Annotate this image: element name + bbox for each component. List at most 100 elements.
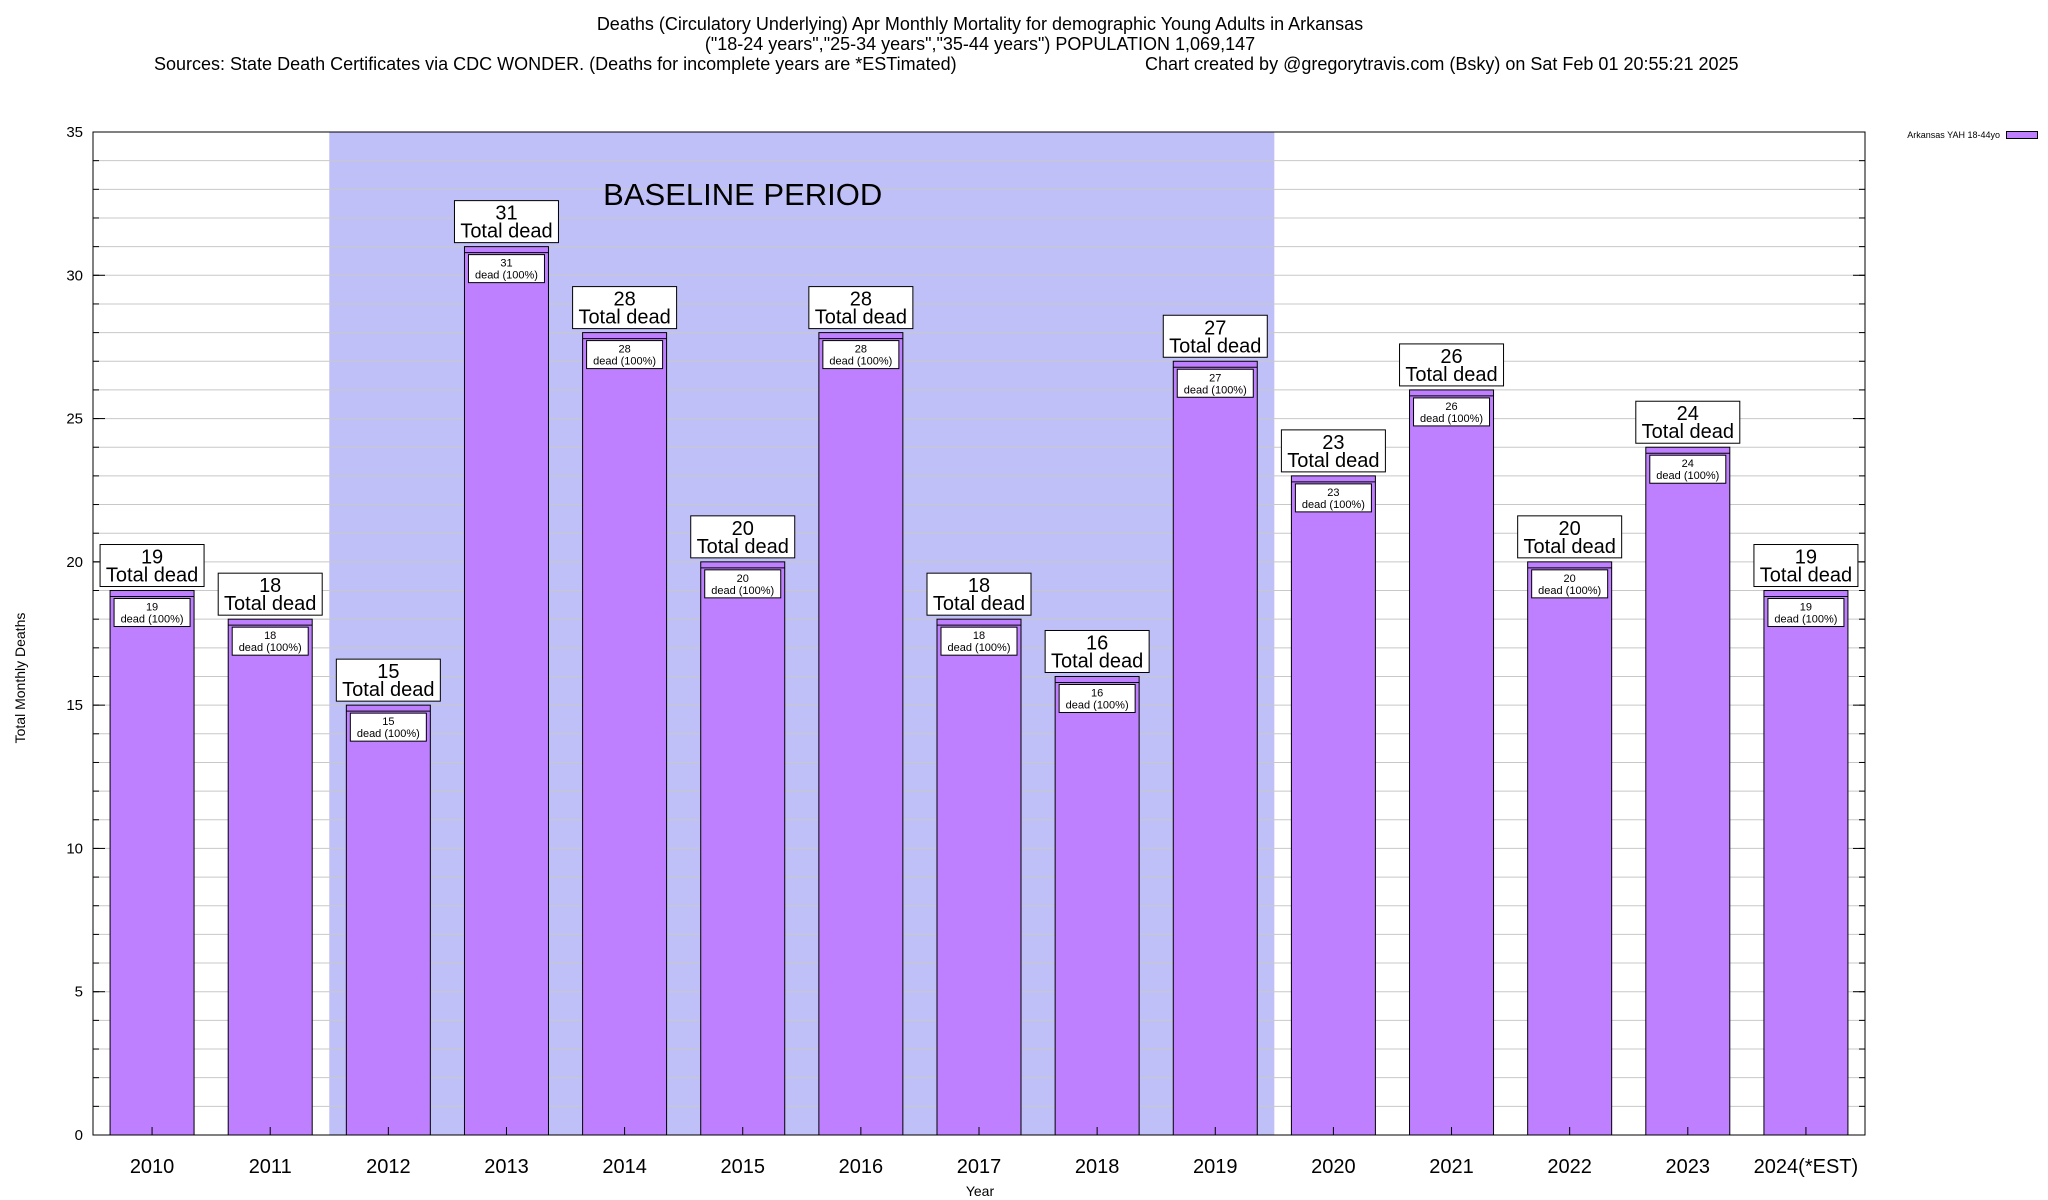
bar-inner-value: 31: [500, 258, 512, 270]
legend: Arkansas YAH 18-44yo: [1907, 130, 2038, 140]
bar-total-value: 20: [732, 518, 754, 540]
bar-inner-value: 28: [855, 344, 867, 356]
bar: [1645, 446, 1731, 1136]
bar-inner-value: 24: [1682, 458, 1694, 470]
bar-inner-box: [586, 340, 664, 370]
bar-inner-value: 27: [1209, 372, 1221, 384]
bar-total-label: Total dead: [106, 565, 198, 587]
bar: [463, 246, 549, 1136]
bar-total-box: [1280, 429, 1386, 473]
chart-sources: Sources: State Death Certificates via CD…: [154, 54, 957, 74]
bar-inner-label: dead (100%): [948, 642, 1011, 654]
x-tick-label: 2010: [130, 1156, 175, 1178]
bar-total-value: 24: [1677, 403, 1699, 425]
bar-total-value: 16: [1086, 632, 1108, 654]
x-tick-label: 2014: [602, 1156, 647, 1178]
bar-inner-box: [349, 712, 427, 742]
bar: [1172, 360, 1258, 1136]
y-tick-label: 30: [66, 267, 83, 284]
bar-inner-box: [1649, 454, 1727, 484]
bar-total-label: Total dead: [1760, 565, 1852, 587]
bar: [936, 618, 1022, 1136]
bar-inner-value: 19: [146, 602, 158, 614]
bar-total-label: Total dead: [460, 221, 552, 243]
y-tick-label: 10: [66, 840, 83, 857]
bar-inner-box: [1767, 598, 1845, 628]
x-axis-label: Year: [965, 1183, 995, 1199]
bar-inner-label: dead (100%): [1302, 499, 1365, 511]
bar-total-value: 18: [968, 575, 990, 597]
legend-swatch: [2006, 131, 2038, 139]
plot-border: [92, 131, 1866, 1136]
bar-total-value: 20: [1559, 518, 1581, 540]
bar-total-value: 28: [850, 289, 872, 311]
bar-total-value: 28: [613, 289, 635, 311]
bar-total-label: Total dead: [1642, 421, 1734, 443]
x-tick-label: 2020: [1311, 1156, 1356, 1178]
bar-inner-box: [1176, 368, 1254, 398]
bar: [1054, 675, 1140, 1136]
bar-inner-box: [1531, 569, 1609, 599]
y-tick-label: 25: [66, 411, 83, 428]
bar-total-value: 19: [141, 547, 163, 569]
bar-total-value: 18: [259, 575, 281, 597]
bar-total-label: Total dead: [815, 307, 907, 329]
bar-inner-label: dead (100%): [121, 614, 184, 626]
bar: [109, 590, 195, 1136]
y-tick-label: 15: [66, 697, 83, 714]
bar-inner-label: dead (100%): [357, 728, 420, 740]
baseline-period-label: BASELINE PERIOD: [603, 177, 882, 212]
bar-total-box: [217, 572, 323, 616]
bar-inner-box: [822, 340, 900, 370]
bar-total-label: Total dead: [1169, 335, 1261, 357]
bar: [700, 561, 786, 1136]
x-tick-label: 2016: [839, 1156, 884, 1178]
bar: [227, 618, 313, 1136]
bar-total-label: Total dead: [1524, 536, 1616, 558]
bar-total-value: 27: [1204, 317, 1226, 339]
bar-inner-box: [704, 569, 782, 599]
chart-title-line1: Deaths (Circulatory Underlying) Apr Mont…: [596, 14, 1364, 34]
bar-inner-label: dead (100%): [829, 356, 892, 368]
chart-credit: Chart created by @gregorytravis.com (Bsk…: [1145, 54, 1739, 74]
bar-inner-value: 26: [1445, 401, 1457, 413]
bar-inner-label: dead (100%): [593, 356, 656, 368]
legend-label: Arkansas YAH 18-44yo: [1907, 130, 2000, 140]
bar-inner-box: [1058, 683, 1136, 713]
bar-total-box: [1044, 629, 1150, 673]
bar-inner-box: [1413, 397, 1491, 427]
x-tick-label: 2017: [957, 1156, 1002, 1178]
chart-title-line2: ("18-24 years","25-34 years","35-44 year…: [704, 34, 1256, 54]
x-tick-label: 2013: [484, 1156, 529, 1178]
bar-total-box: [690, 515, 796, 559]
bar-inner-box: [113, 598, 191, 628]
bar-total-label: Total dead: [1287, 450, 1379, 472]
bar: [582, 332, 668, 1136]
bar: [1290, 475, 1376, 1136]
bar: [1763, 590, 1849, 1136]
x-tick-label: 2018: [1075, 1156, 1120, 1178]
bar-total-box: [335, 658, 441, 702]
x-tick-label: 2022: [1547, 1156, 1592, 1178]
x-tick-label: 2023: [1666, 1156, 1711, 1178]
bar-inner-value: 20: [1564, 573, 1576, 585]
bar-total-box: [99, 544, 205, 588]
bar-inner-label: dead (100%): [1538, 585, 1601, 597]
bar-total-box: [926, 572, 1032, 616]
bar-inner-label: dead (100%): [711, 585, 774, 597]
bar-inner-label: dead (100%): [1066, 699, 1129, 711]
bar-inner-label: dead (100%): [475, 270, 538, 282]
bar-inner-label: dead (100%): [1774, 614, 1837, 626]
bar-inner-value: 18: [264, 630, 276, 642]
bar: [1527, 561, 1613, 1136]
x-tick-label: 2011: [249, 1156, 292, 1178]
bar-inner-label: dead (100%): [1184, 384, 1247, 396]
bar-inner-value: 16: [1091, 687, 1103, 699]
bar-total-box: [808, 286, 914, 330]
bar-total-label: Total dead: [1051, 650, 1143, 672]
x-tick-label: 2021: [1429, 1156, 1474, 1178]
bar-total-value: 15: [377, 661, 399, 683]
bar-total-label: Total dead: [933, 593, 1025, 615]
bar-total-value: 19: [1795, 547, 1817, 569]
